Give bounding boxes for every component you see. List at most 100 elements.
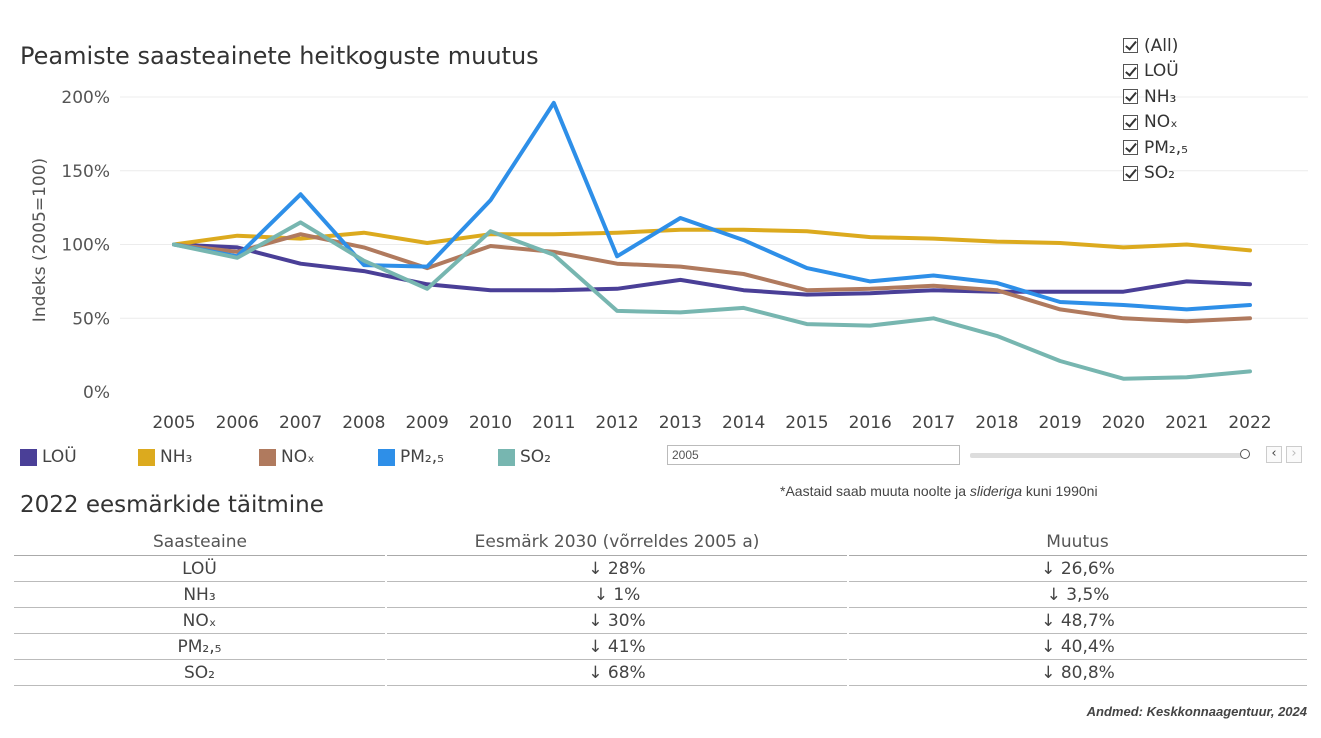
- x-tick-label: 2017: [912, 413, 955, 433]
- year-input[interactable]: 2005: [667, 445, 960, 465]
- checkbox-icon[interactable]: [1123, 165, 1138, 181]
- series-line[interactable]: [172, 100, 1252, 312]
- change-cell: ↓ 26,6%: [848, 555, 1307, 582]
- filter-lou[interactable]: LOÜ: [1123, 59, 1188, 85]
- legend-item-nh3[interactable]: NH₃: [138, 447, 192, 467]
- data-source: Andmed: Keskkonnaagentuur, 2024: [1086, 704, 1307, 719]
- filter-label: NH₃: [1144, 86, 1177, 107]
- x-tick-label: 2006: [216, 413, 259, 433]
- target-cell: ↓ 28%: [386, 555, 849, 582]
- pollutant-cell: NH₃: [14, 581, 387, 608]
- legend-swatch: [138, 448, 155, 466]
- target-cell: ↓ 1%: [386, 581, 849, 608]
- targets-table: Saasteaine Eesmärk 2030 (võrreldes 2005 …: [14, 528, 1307, 686]
- year-slider-handle[interactable]: [1240, 449, 1250, 459]
- pollutant-cell: PM₂,₅: [14, 633, 387, 660]
- x-tick-label: 2007: [279, 413, 322, 433]
- year-slider-track[interactable]: [970, 453, 1246, 458]
- pollutant-cell: NOₓ: [14, 607, 387, 634]
- y-tick-label: 0%: [83, 383, 110, 403]
- series-line[interactable]: [172, 242, 1252, 297]
- chart-legend: LOÜ NH₃ NOₓ PM₂,₅ SO₂: [20, 447, 660, 473]
- checkbox-icon[interactable]: [1123, 140, 1138, 156]
- x-tick-label: 2022: [1228, 413, 1271, 433]
- y-tick-label: 150%: [61, 162, 110, 182]
- filter-label: LOÜ: [1144, 61, 1179, 82]
- checkbox-icon[interactable]: [1123, 114, 1138, 130]
- y-tick-label: 200%: [61, 88, 110, 108]
- target-cell: ↓ 41%: [386, 633, 849, 660]
- x-tick-label: 2019: [1038, 413, 1081, 433]
- pollutant-filter: (All) LOÜ NH₃ NOₓ PM₂,₅ SO₂: [1123, 33, 1188, 186]
- legend-label: PM₂,₅: [400, 447, 444, 467]
- table-row: SO₂ ↓ 68% ↓ 80,8%: [14, 659, 1307, 686]
- table-row: LOÜ ↓ 28% ↓ 26,6%: [14, 555, 1307, 582]
- filter-pm25[interactable]: PM₂,₅: [1123, 135, 1188, 161]
- table-title: 2022 eesmärkide täitmine: [20, 492, 324, 518]
- change-cell: ↓ 3,5%: [848, 581, 1307, 608]
- column-header: Eesmärk 2030 (võrreldes 2005 a): [386, 528, 848, 556]
- legend-label: SO₂: [520, 447, 551, 467]
- x-tick-labels: 2005 2006 2007 2008 2009 2010 2011 2012 2013 2014…: [152, 413, 1271, 433]
- y-tick-label: 50%: [72, 309, 110, 329]
- legend-swatch: [259, 448, 276, 466]
- series-lines: [172, 100, 1252, 381]
- target-cell: ↓ 30%: [386, 607, 849, 634]
- checkbox-icon[interactable]: [1123, 89, 1138, 105]
- legend-item-nox[interactable]: NOₓ: [259, 447, 315, 467]
- pollutant-cell: SO₂: [14, 659, 387, 686]
- x-tick-label: 2016: [849, 413, 892, 433]
- legend-item-so2[interactable]: SO₂: [498, 447, 551, 467]
- x-tick-label: 2008: [342, 413, 385, 433]
- chevron-left-icon[interactable]: ‹: [1266, 446, 1282, 463]
- filter-label: PM₂,₅: [1144, 137, 1188, 158]
- checkbox-icon[interactable]: [1123, 38, 1138, 54]
- x-tick-label: 2012: [595, 413, 638, 433]
- filter-all[interactable]: (All): [1123, 33, 1188, 59]
- legend-label: LOÜ: [42, 447, 77, 467]
- column-header: Saasteaine: [14, 528, 386, 556]
- footnote-emphasis: slideriga: [969, 483, 1023, 499]
- filter-label: (All): [1144, 35, 1179, 56]
- filter-label: NOₓ: [1144, 112, 1178, 133]
- x-tick-label: 2013: [659, 413, 702, 433]
- change-cell: ↓ 40,4%: [848, 633, 1307, 660]
- change-cell: ↓ 80,8%: [848, 659, 1307, 686]
- line-chart: 0%50%100%150%200% 2005 2006 2007 2008 2009 20…: [30, 88, 1308, 433]
- filter-nh3[interactable]: NH₃: [1123, 84, 1188, 110]
- pollutant-cell: LOÜ: [14, 555, 387, 582]
- legend-swatch: [20, 448, 37, 466]
- slider-footnote: *Aastaid saab muuta noolte ja slideriga …: [780, 483, 1098, 499]
- table-row: NH₃ ↓ 1% ↓ 3,5%: [14, 581, 1307, 608]
- legend-label: NH₃: [160, 447, 193, 467]
- target-cell: ↓ 68%: [386, 659, 849, 686]
- filter-label: SO₂: [1144, 163, 1175, 184]
- x-tick-label: 2011: [532, 413, 575, 433]
- table-header-row: Saasteaine Eesmärk 2030 (võrreldes 2005 …: [14, 528, 1307, 556]
- x-tick-label: 2021: [1165, 413, 1208, 433]
- filter-so2[interactable]: SO₂: [1123, 161, 1188, 187]
- chart-title: Peamiste saasteainete heitkoguste muutus: [20, 42, 539, 70]
- legend-label: NOₓ: [281, 447, 315, 467]
- column-header: Muutus: [848, 528, 1307, 556]
- x-tick-label: 2018: [975, 413, 1018, 433]
- x-tick-label: 2005: [152, 413, 195, 433]
- table-row: PM₂,₅ ↓ 41% ↓ 40,4%: [14, 633, 1307, 660]
- legend-swatch: [378, 448, 395, 466]
- filter-nox[interactable]: NOₓ: [1123, 110, 1188, 136]
- series-line[interactable]: [172, 232, 1252, 324]
- x-tick-label: 2015: [785, 413, 828, 433]
- legend-swatch: [498, 448, 515, 466]
- y-tick-label: 100%: [61, 236, 110, 256]
- series-line[interactable]: [172, 220, 1252, 381]
- footnote-text: *Aastaid saab muuta noolte ja: [780, 483, 970, 499]
- y-axis-label: Indeks (2005=100): [30, 158, 50, 322]
- y-tick-labels: 0% 50% 100% 150% 200%: [61, 88, 110, 403]
- legend-item-pm25[interactable]: PM₂,₅: [378, 447, 444, 467]
- chevron-right-icon[interactable]: ›: [1286, 446, 1302, 463]
- checkbox-icon[interactable]: [1123, 63, 1138, 79]
- legend-item-lou[interactable]: LOÜ: [20, 447, 77, 467]
- x-tick-label: 2020: [1102, 413, 1145, 433]
- change-cell: ↓ 48,7%: [848, 607, 1307, 634]
- table-row: NOₓ ↓ 30% ↓ 48,7%: [14, 607, 1307, 634]
